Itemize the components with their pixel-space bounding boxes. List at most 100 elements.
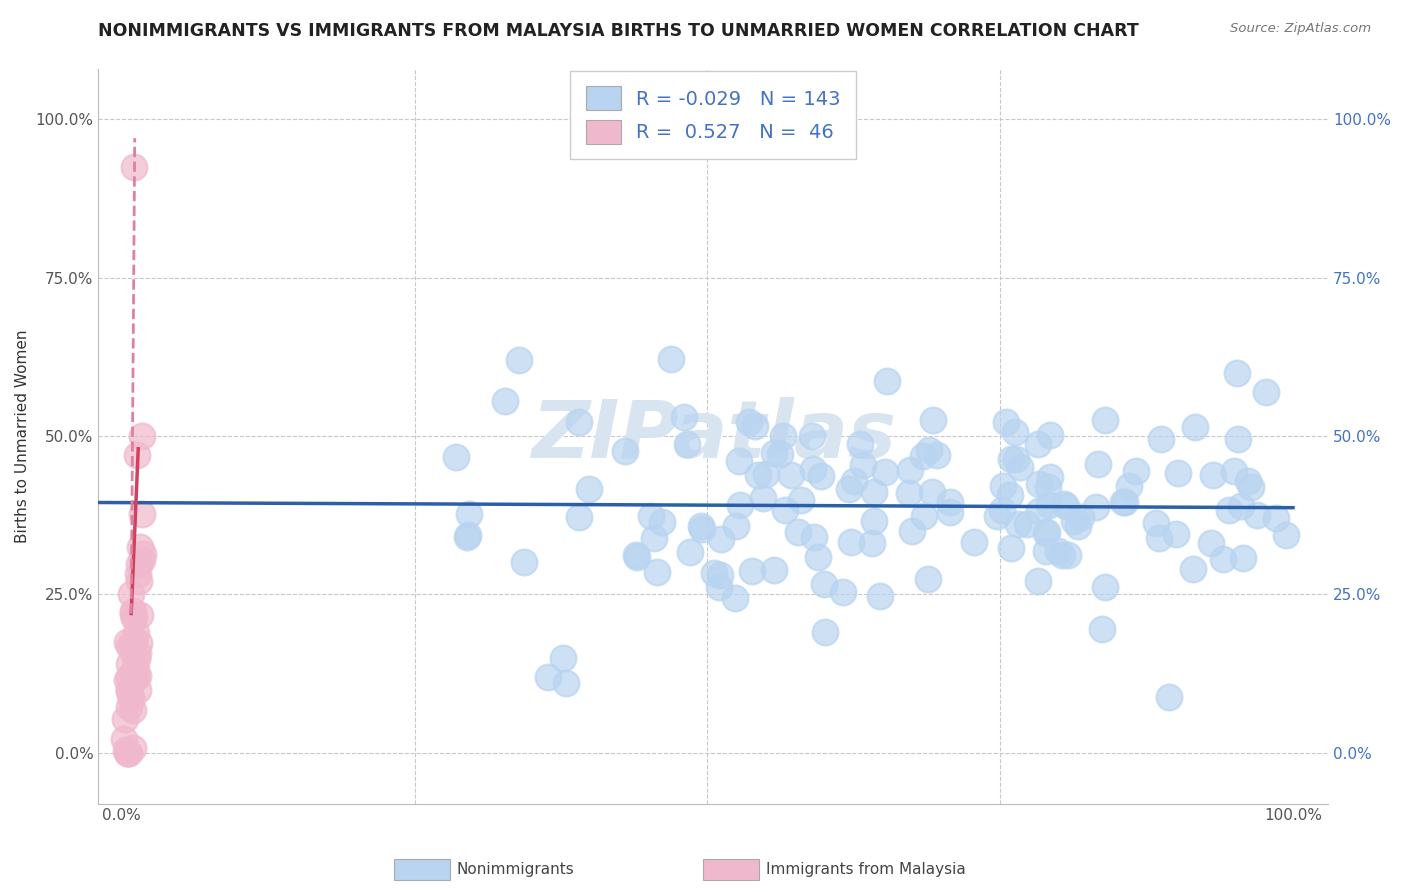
Point xyxy=(508,353,530,368)
Point xyxy=(838,482,860,496)
Point xyxy=(131,429,153,443)
Point xyxy=(118,670,141,684)
Point xyxy=(457,527,479,541)
Point xyxy=(1202,468,1225,483)
Point xyxy=(897,486,920,500)
Point xyxy=(763,563,786,577)
Point xyxy=(1047,543,1070,558)
Point xyxy=(122,607,145,621)
Point xyxy=(917,572,939,586)
Point xyxy=(537,670,560,684)
Point xyxy=(1039,469,1062,483)
Point xyxy=(998,487,1021,501)
Point xyxy=(1167,466,1189,480)
Point xyxy=(555,676,578,690)
Point xyxy=(703,566,725,581)
Point xyxy=(115,743,138,757)
Point xyxy=(744,419,766,434)
Point xyxy=(125,670,148,684)
Point xyxy=(1229,499,1251,513)
Point xyxy=(912,449,935,463)
Point xyxy=(645,566,668,580)
Point xyxy=(710,533,733,547)
Point xyxy=(1157,690,1180,704)
Point xyxy=(567,415,589,429)
Point xyxy=(790,493,813,508)
Point xyxy=(1067,518,1090,533)
Point xyxy=(1000,541,1022,555)
Point xyxy=(458,507,481,521)
Point xyxy=(1118,479,1140,493)
Point xyxy=(444,450,467,465)
Point xyxy=(1256,385,1278,400)
Point xyxy=(127,683,149,698)
Point xyxy=(122,604,145,618)
Point xyxy=(1038,481,1060,495)
Legend: R = -0.029   N = 143, R =  0.527   N =  46: R = -0.029 N = 143, R = 0.527 N = 46 xyxy=(571,70,856,159)
Point xyxy=(728,498,751,512)
Point xyxy=(813,577,835,591)
Point xyxy=(122,648,145,662)
Point xyxy=(118,683,141,698)
Point xyxy=(128,574,150,588)
Point xyxy=(1112,495,1135,509)
Point xyxy=(925,448,948,462)
Point xyxy=(832,585,855,599)
Point xyxy=(690,522,713,536)
Point xyxy=(513,555,536,569)
Point xyxy=(1038,498,1060,512)
Point xyxy=(751,491,773,505)
Point xyxy=(127,566,149,581)
Point xyxy=(117,746,139,760)
Point xyxy=(994,415,1017,429)
Point xyxy=(1056,548,1078,562)
Point xyxy=(131,552,153,566)
Point xyxy=(1084,500,1107,515)
Point xyxy=(1114,495,1136,509)
Point xyxy=(127,652,149,666)
Point xyxy=(780,468,803,483)
Point xyxy=(1199,536,1222,550)
Point xyxy=(128,557,150,571)
Point xyxy=(1232,551,1254,566)
Point xyxy=(679,545,702,559)
Point xyxy=(1010,460,1032,475)
Point xyxy=(769,447,792,461)
Point xyxy=(120,692,142,706)
Point xyxy=(1274,527,1296,541)
Point xyxy=(1240,479,1263,493)
Point xyxy=(1050,548,1073,562)
Point xyxy=(725,518,748,533)
Point xyxy=(1218,503,1240,517)
Point xyxy=(801,429,824,443)
Point xyxy=(1246,508,1268,522)
Point xyxy=(900,524,922,539)
Point xyxy=(643,531,665,545)
Point xyxy=(1000,451,1022,466)
Point xyxy=(121,637,143,651)
Point xyxy=(1227,432,1250,446)
Point xyxy=(1125,464,1147,478)
Point xyxy=(1184,420,1206,434)
Point xyxy=(1007,516,1029,531)
Point xyxy=(707,580,730,594)
Point xyxy=(1226,366,1249,380)
Point xyxy=(121,665,143,679)
Point xyxy=(755,467,778,482)
Point xyxy=(876,375,898,389)
Point xyxy=(125,448,148,462)
Point xyxy=(1028,504,1050,518)
Point xyxy=(112,731,135,746)
Point xyxy=(1087,457,1109,471)
Point xyxy=(115,673,138,688)
Point xyxy=(127,669,149,683)
Point xyxy=(1094,581,1116,595)
Point xyxy=(917,442,939,457)
Point xyxy=(115,746,138,760)
Point xyxy=(922,412,945,426)
Point xyxy=(127,646,149,660)
Point xyxy=(125,663,148,677)
Point xyxy=(772,429,794,443)
Point xyxy=(1028,477,1050,491)
Point xyxy=(114,712,136,726)
